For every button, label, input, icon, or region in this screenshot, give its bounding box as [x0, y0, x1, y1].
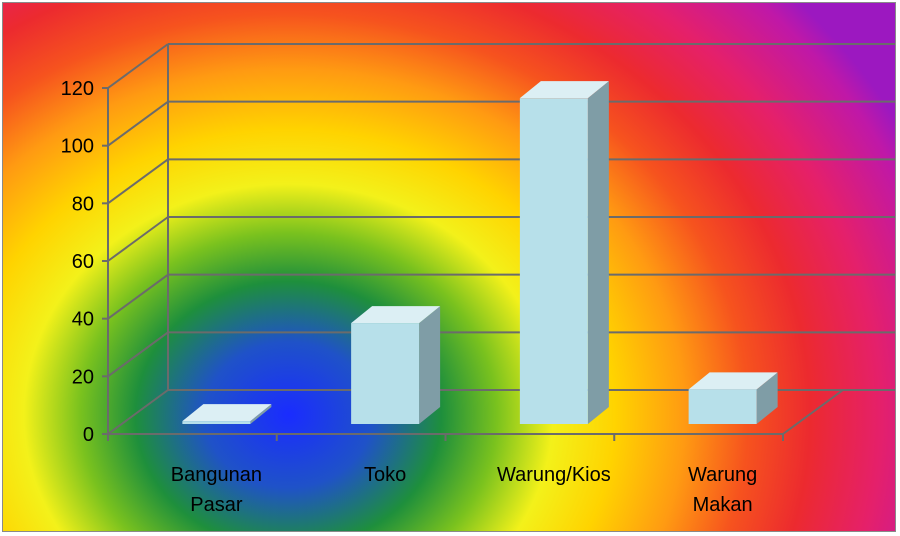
x-tick-label-line: Makan	[693, 494, 753, 516]
x-tick-label: Bangunan Pasar	[171, 464, 262, 516]
bar	[519, 81, 609, 424]
x-tick-label-line: Pasar	[190, 494, 243, 516]
y-tick-label: 40	[72, 309, 94, 331]
gridline-diagonal	[107, 389, 169, 435]
bar-front	[351, 323, 420, 424]
bar-side	[419, 306, 441, 424]
y-axis-ticks: 0 20 40 60 80 100 120	[61, 78, 94, 446]
gridline-diagonal	[107, 273, 169, 320]
y-tick-label: 100	[61, 136, 94, 158]
gridline-diagonal	[107, 331, 169, 378]
floor-edge	[782, 389, 844, 435]
bar-front	[182, 421, 251, 424]
bars	[182, 81, 778, 424]
bar-front	[519, 98, 588, 424]
chart-background	[3, 3, 895, 531]
x-tick-label-line: Warung	[688, 464, 757, 486]
bar-top	[351, 306, 441, 324]
gridline-diagonal	[107, 158, 169, 205]
bar	[182, 404, 272, 424]
x-tick-label: Warung/Kios	[497, 464, 611, 486]
x-tick-label-line: Warung/Kios	[497, 464, 611, 486]
x-tick-label: Warung Makan	[688, 464, 757, 516]
bar-side	[756, 372, 778, 424]
bar-chart-svg: 0 20 40 60 80 100 120 Bangunan Pasar Toko Warung/…	[61, 43, 895, 516]
y-tick-label: 80	[72, 193, 94, 215]
bar-side	[587, 81, 609, 424]
bar-top	[519, 81, 609, 99]
x-tick-label-line: Bangunan	[171, 464, 262, 486]
gridline-diagonal	[107, 216, 169, 262]
bar-front	[688, 389, 757, 424]
y-tick-label: 20	[72, 366, 94, 388]
bar-top	[182, 404, 272, 422]
gridline-diagonal	[107, 43, 169, 89]
x-axis-labels: Bangunan Pasar Toko Warung/Kios Warung Makan	[171, 464, 758, 516]
bar-top	[688, 372, 778, 390]
y-tick-label: 120	[61, 78, 94, 100]
x-tick-label-line: Toko	[364, 464, 406, 486]
y-tick-label: 60	[72, 251, 94, 273]
bar	[351, 306, 441, 424]
gridline-diagonal	[107, 100, 169, 147]
bar-side	[250, 404, 272, 424]
y-tick-label: 0	[83, 424, 94, 446]
bar	[688, 372, 778, 424]
x-tick-label: Toko	[364, 464, 406, 486]
